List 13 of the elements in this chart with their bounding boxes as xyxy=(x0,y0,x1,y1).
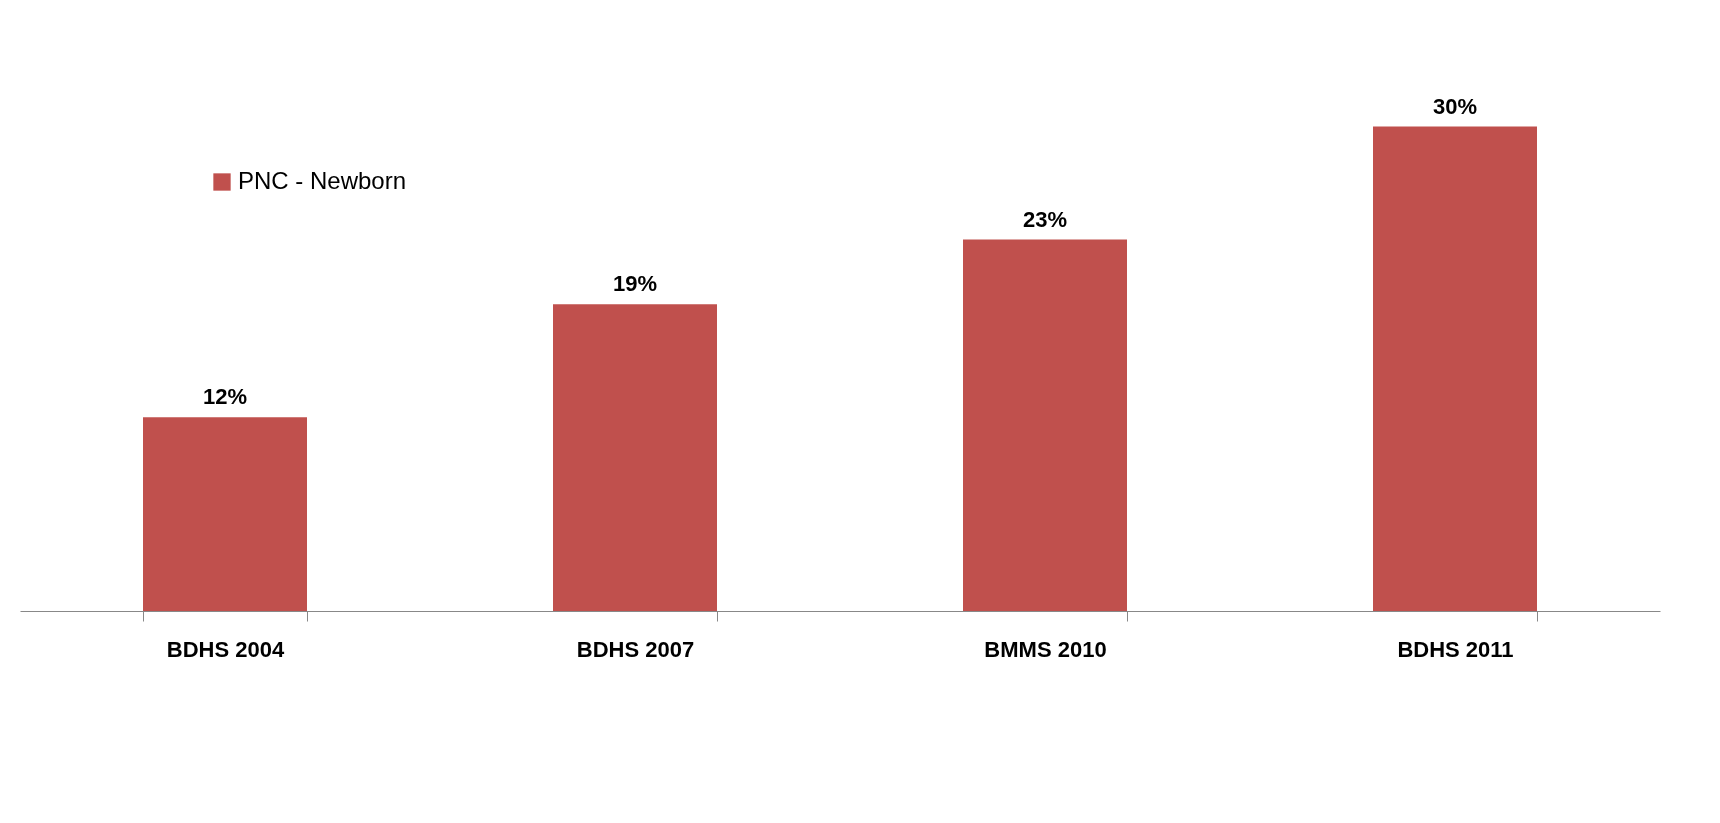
bar xyxy=(553,304,717,611)
bar xyxy=(963,239,1127,611)
data-label: 30% xyxy=(1432,93,1478,119)
x-tick-label: BDHS 2004 xyxy=(166,636,285,662)
legend-label: PNC - Newborn xyxy=(238,167,407,194)
x-tick-label: BMMS 2010 xyxy=(984,636,1107,662)
data-label: 19% xyxy=(612,271,658,297)
data-label: 23% xyxy=(1022,206,1068,232)
bar xyxy=(1373,126,1537,611)
data-label: 12% xyxy=(202,384,248,410)
x-tick-label: BDHS 2007 xyxy=(576,636,695,662)
x-tick-label: BDHS 2011 xyxy=(1397,636,1514,662)
bar xyxy=(143,417,307,611)
